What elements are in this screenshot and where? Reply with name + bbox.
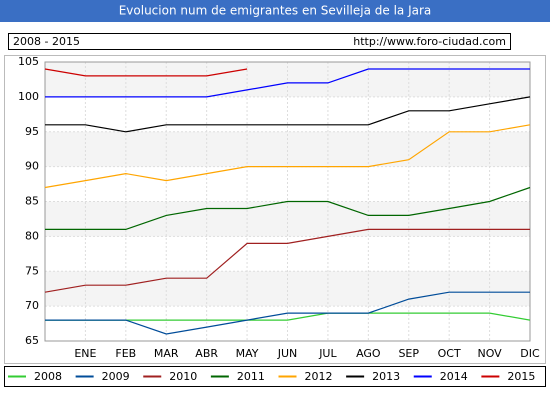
x-tick-label: FEB: [115, 347, 136, 360]
series-line: [44, 124, 531, 189]
y-tick-label: 95: [25, 125, 39, 138]
legend-label: 2012: [305, 370, 333, 383]
series-line: [44, 68, 248, 77]
y-tick-label: 70: [25, 299, 39, 312]
grid-band: [45, 271, 530, 307]
x-tick-label: NOV: [477, 347, 502, 360]
panel-frame: [4, 55, 546, 364]
x-tick-label: JUN: [277, 347, 298, 360]
chart-title: Evolucion num de emigrantes en Sevilleja…: [119, 4, 432, 18]
x-tick-label: DIC: [520, 347, 540, 360]
legend-label: 2015: [507, 370, 535, 383]
legend-box: [4, 366, 546, 387]
grid-band: [45, 131, 530, 167]
y-tick-label: 90: [25, 160, 39, 173]
title-bar: [0, 0, 550, 22]
info-box: [8, 33, 511, 50]
legend-label: 2011: [237, 370, 265, 383]
x-tick-label: JUL: [318, 347, 337, 360]
y-tick-label: 85: [25, 195, 39, 208]
x-tick-label: MAR: [154, 347, 179, 360]
y-tick-label: 80: [25, 229, 39, 242]
series-line: [45, 96, 531, 133]
series-line: [45, 291, 530, 335]
plot-frame: [44, 61, 531, 342]
source-label: http://www.foro-ciudad.com: [353, 35, 506, 48]
y-tick-label: 105: [18, 55, 39, 68]
x-tick-label: AGO: [356, 347, 381, 360]
x-tick-label: SEP: [398, 347, 419, 360]
y-tick-label: 100: [18, 90, 39, 103]
legend-label: 2014: [440, 370, 468, 383]
x-tick-label: OCT: [438, 347, 461, 360]
period-label: 2008 - 2015: [13, 35, 80, 48]
legend-label: 2013: [372, 370, 400, 383]
legend-label: 2010: [169, 370, 197, 383]
x-tick-label: MAY: [236, 347, 259, 360]
y-tick-label: 75: [25, 264, 39, 277]
legend-label: 2008: [34, 370, 62, 383]
series-line: [44, 228, 530, 293]
y-tick-label: 65: [25, 334, 39, 347]
x-tick-label: ENE: [74, 347, 96, 360]
legend-label: 2009: [102, 370, 130, 383]
series-line: [45, 186, 531, 230]
x-tick-label: ABR: [195, 347, 218, 360]
series-line: [45, 68, 530, 98]
